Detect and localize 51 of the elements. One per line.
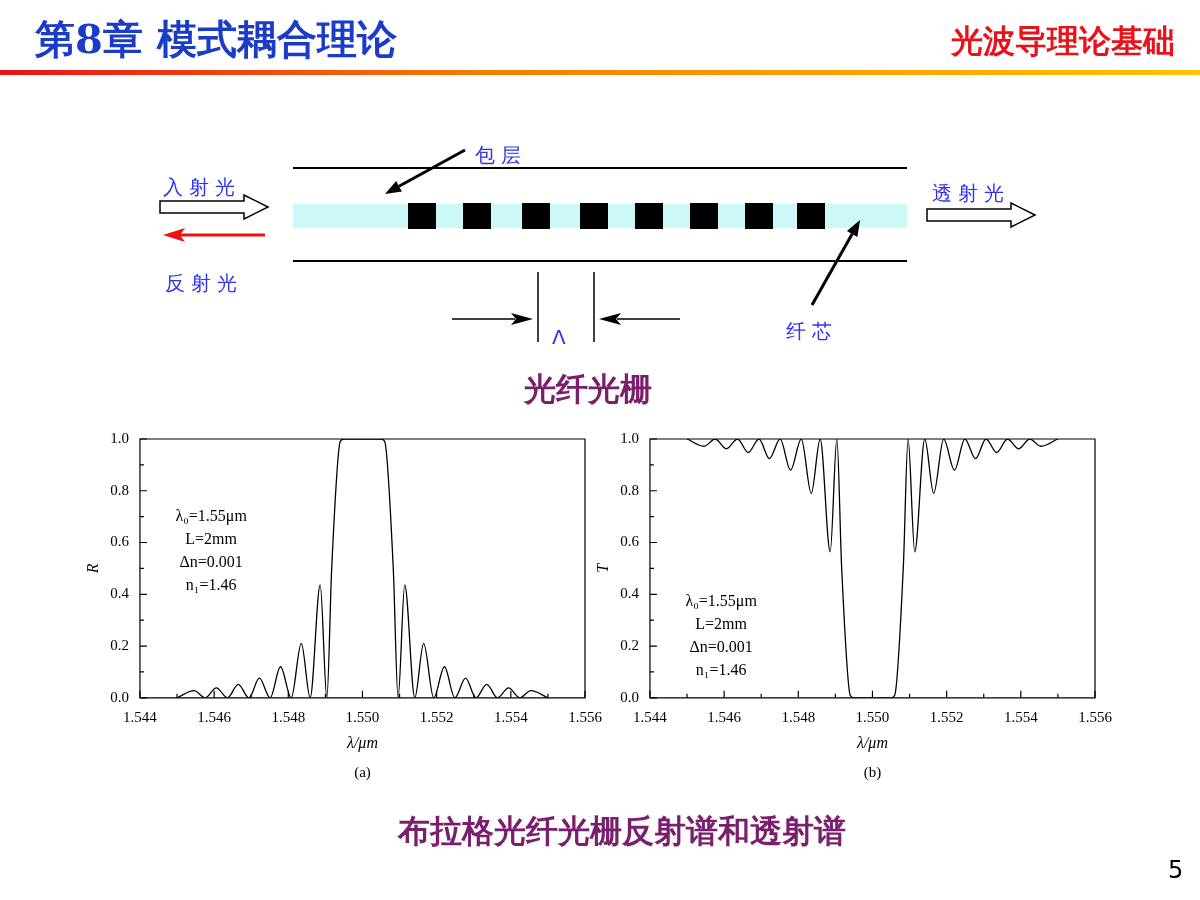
x-tick-label: 1.544 (123, 708, 158, 725)
x-tick-label: 1.552 (929, 708, 964, 725)
annotation: n₁=1.46 (695, 661, 747, 679)
text: (a) (354, 763, 371, 781)
y-tick-label: 1.0 (620, 429, 639, 446)
x-tick-label: 1.556 (568, 708, 603, 725)
y-tick-label: 0.4 (110, 585, 130, 602)
y-tick-label: 0.0 (110, 688, 129, 705)
text: 光波导理论基础 (951, 21, 1175, 62)
x-axis-title: λ/μm (855, 733, 888, 752)
annotation: λ₀=1.55μm (685, 592, 758, 611)
y-tick-label: 0.6 (620, 533, 640, 550)
y-tick-label: 0.2 (110, 636, 129, 653)
x-tick-label: 1.552 (419, 708, 454, 725)
text: 光纤光栅 (524, 369, 652, 410)
y-tick-label: 0.6 (110, 533, 130, 550)
y-axis-title: R (83, 563, 101, 575)
x-tick-label: 1.550 (345, 708, 380, 725)
y-tick-label: 0.2 (620, 636, 639, 653)
y-tick-label: 0.0 (620, 688, 639, 705)
y-axis-title: T (593, 562, 611, 573)
x-tick-label: 1.554 (1003, 708, 1039, 725)
y-tick-label: 0.4 (620, 585, 640, 602)
x-tick-label: 1.550 (855, 708, 890, 725)
annotation: n₁=1.46 (185, 575, 237, 593)
text: 包层 (475, 142, 527, 169)
text: 5 (1168, 856, 1184, 884)
text: 反射光 (165, 270, 243, 297)
x-axis-title: λ/μm (345, 733, 378, 752)
y-tick-label: 0.8 (110, 481, 129, 498)
x-tick-label: 1.548 (781, 708, 816, 725)
annotation: L=2mm (695, 615, 748, 633)
annotation: L=2mm (185, 529, 238, 547)
x-tick-label: 1.548 (271, 708, 306, 725)
text: 纤芯 (786, 318, 838, 345)
x-tick-label: 1.546 (197, 708, 232, 725)
annotation: Δn=0.001 (179, 552, 243, 570)
text: (b) (863, 763, 882, 781)
x-tick-label: 1.546 (707, 708, 742, 725)
x-tick-label: 1.554 (493, 708, 529, 725)
text: 第8章 模式耦合理论 (35, 14, 397, 64)
x-tick-label: 1.544 (633, 708, 668, 725)
annotation: λ₀=1.55μm (175, 506, 248, 525)
x-tick-label: 1.556 (1078, 708, 1113, 725)
text: 透射光 (932, 180, 1010, 207)
y-tick-label: 0.8 (620, 481, 639, 498)
text: Λ (552, 325, 572, 349)
text: 入射光 (163, 174, 241, 201)
annotation: Δn=0.001 (689, 638, 753, 656)
y-tick-label: 1.0 (110, 429, 129, 446)
text: 布拉格光纤光栅反射谱和透射谱 (398, 811, 846, 852)
